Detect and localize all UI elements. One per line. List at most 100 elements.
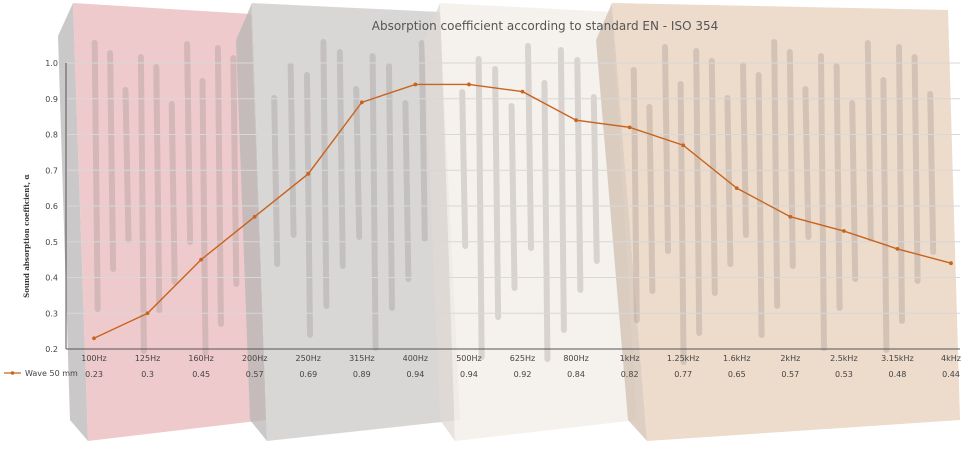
data-value-label: 0.65: [728, 370, 746, 379]
x-tick-label: 125Hz: [135, 354, 160, 363]
panel-groove: [677, 81, 687, 365]
panel-wood-grooves: [630, 39, 937, 365]
data-point[interactable]: [413, 82, 418, 87]
data-value-label: 0.89: [353, 370, 371, 379]
panel-groove: [802, 86, 812, 240]
panel-groove: [630, 67, 640, 323]
data-point[interactable]: [841, 229, 846, 233]
x-tick-label: 500Hz: [456, 354, 481, 363]
x-tick-label: 315Hz: [349, 354, 374, 363]
data-point[interactable]: [949, 261, 953, 266]
data-value-label: 0.45: [192, 370, 210, 379]
data-value-label: 0.53: [835, 370, 853, 379]
data-point[interactable]: [734, 186, 739, 191]
y-tick-label: 0.4: [45, 274, 58, 283]
y-tick-label: 0.3: [45, 309, 58, 318]
y-tick-label: 0.9: [45, 95, 58, 104]
panel-groove: [199, 78, 209, 356]
panel-grey-grooves: [271, 39, 428, 351]
panel-groove: [336, 49, 346, 269]
y-tick-label: 0.7: [45, 166, 58, 175]
panel-white: [440, 3, 637, 441]
panel-groove: [137, 54, 147, 354]
x-tick-label: 3.15kHz: [881, 354, 914, 363]
legend[interactable]: Wave 50 mm: [4, 369, 78, 378]
data-point[interactable]: [199, 257, 204, 262]
data-point[interactable]: [252, 214, 257, 219]
data-point[interactable]: [145, 311, 150, 316]
data-value-label: 0.94: [406, 370, 424, 379]
data-value-label: 0.92: [514, 370, 532, 379]
panel-groove: [693, 48, 703, 336]
y-tick-label: 0.5: [45, 238, 58, 247]
legend-series-name: Wave 50 mm: [25, 369, 78, 378]
panel-groove: [525, 43, 534, 251]
data-point[interactable]: [788, 214, 793, 219]
panel-groove: [755, 72, 765, 338]
y-tick-label: 0.2: [45, 345, 58, 354]
panel-groove: [740, 62, 749, 238]
data-point[interactable]: [681, 143, 686, 148]
x-tick-label: 2kHz: [780, 354, 800, 363]
data-point[interactable]: [574, 118, 578, 123]
data-point[interactable]: [627, 125, 632, 130]
data-value-label: 0.57: [781, 370, 799, 379]
data-value-label: 0.3: [141, 370, 154, 379]
panel-grey: [252, 3, 460, 441]
x-tick-label: 4kHz: [941, 354, 961, 363]
panel-groove: [590, 94, 600, 264]
panel-groove: [880, 77, 890, 353]
y-tick-label: 0.6: [45, 202, 58, 211]
x-tick-label: 160Hz: [188, 354, 213, 363]
panel-groove: [91, 40, 101, 312]
legend-marker: [10, 371, 15, 375]
panel-groove: [459, 89, 469, 249]
panel-white-grooves: [459, 43, 600, 362]
x-tick-label: 800Hz: [563, 354, 588, 363]
chart-title: Absorption coefficient according to stan…: [372, 19, 718, 33]
data-value-label: 0.84: [567, 370, 585, 379]
data-point[interactable]: [92, 336, 96, 341]
panel-groove: [107, 50, 117, 272]
panel-wood-edge: [596, 3, 647, 441]
panel-groove: [833, 63, 843, 311]
panel-groove: [320, 39, 330, 309]
data-value-label: 0.69: [299, 370, 317, 379]
data-value-label: 0.77: [674, 370, 692, 379]
y-tick-label: 0.8: [45, 131, 58, 140]
y-tick-label: 1.0: [45, 59, 58, 68]
panel-groove: [557, 47, 567, 333]
panel-groove: [786, 49, 796, 269]
x-tick-label: 1.25kHz: [667, 354, 700, 363]
panel-groove: [662, 44, 671, 254]
data-point[interactable]: [467, 82, 471, 87]
y-tick-labels: 0.2 0.3 0.4 0.5 0.6 0.7 0.8 0.9 1.0: [45, 59, 58, 354]
x-tick-label: 2.5kHz: [830, 354, 858, 363]
panel-groove: [153, 64, 163, 314]
panel-groove: [386, 63, 395, 311]
panel-groove: [927, 91, 937, 255]
data-point[interactable]: [895, 247, 900, 251]
panel-groove: [402, 100, 412, 282]
panel-groove: [771, 39, 781, 309]
data-point[interactable]: [359, 100, 364, 105]
panel-groove: [475, 56, 485, 360]
x-tick-label: 1.6kHz: [723, 354, 751, 363]
panel-groove: [818, 53, 827, 351]
y-axis-label: Sound absorption coefficient, α: [22, 174, 31, 298]
panel-groove: [708, 58, 718, 296]
data-value-label: 0.57: [246, 370, 264, 379]
panel-groove: [304, 72, 313, 338]
panel-groove: [122, 87, 132, 243]
panel-groove: [492, 66, 502, 320]
panel-grey-edge: [236, 3, 267, 441]
data-point[interactable]: [306, 171, 311, 176]
data-point[interactable]: [520, 89, 525, 94]
panel-groove: [508, 103, 518, 291]
panel-groove: [271, 95, 281, 267]
x-tick-labels: 100Hz 125Hz 160Hz 200Hz 250Hz 315Hz 400Hz 500Hz…: [81, 354, 961, 363]
x-tick-label: 100Hz: [81, 354, 106, 363]
